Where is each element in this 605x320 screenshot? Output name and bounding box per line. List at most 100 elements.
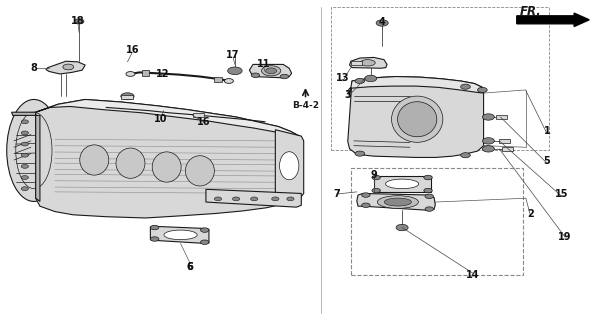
Polygon shape xyxy=(249,64,292,78)
Ellipse shape xyxy=(425,207,434,211)
Ellipse shape xyxy=(250,197,258,201)
Text: 4: 4 xyxy=(379,17,385,27)
FancyArrow shape xyxy=(517,13,589,27)
Ellipse shape xyxy=(116,148,145,178)
Ellipse shape xyxy=(482,114,494,120)
Ellipse shape xyxy=(372,175,381,180)
Bar xyxy=(214,77,221,82)
Ellipse shape xyxy=(152,152,181,182)
Ellipse shape xyxy=(355,151,365,156)
Polygon shape xyxy=(206,189,301,207)
Ellipse shape xyxy=(214,197,221,201)
Text: 2: 2 xyxy=(528,209,534,219)
Ellipse shape xyxy=(372,188,381,193)
Text: 12: 12 xyxy=(155,69,169,79)
Ellipse shape xyxy=(21,120,28,124)
Ellipse shape xyxy=(21,142,28,146)
Bar xyxy=(495,115,506,119)
Polygon shape xyxy=(275,130,304,200)
Text: FR.: FR. xyxy=(520,5,541,18)
Ellipse shape xyxy=(424,188,433,193)
Ellipse shape xyxy=(360,60,375,66)
Bar xyxy=(351,168,523,275)
Ellipse shape xyxy=(384,198,411,206)
Bar xyxy=(332,7,549,150)
Text: 16: 16 xyxy=(125,45,139,55)
Ellipse shape xyxy=(251,73,260,77)
Ellipse shape xyxy=(74,19,84,24)
Bar xyxy=(502,147,512,151)
Ellipse shape xyxy=(355,78,365,84)
Bar xyxy=(374,176,431,192)
Ellipse shape xyxy=(266,68,276,74)
Text: 9: 9 xyxy=(370,170,377,180)
Ellipse shape xyxy=(391,96,443,142)
Ellipse shape xyxy=(376,20,388,26)
Polygon shape xyxy=(348,76,483,157)
Polygon shape xyxy=(350,57,387,68)
Polygon shape xyxy=(151,226,209,244)
Ellipse shape xyxy=(232,197,240,201)
Ellipse shape xyxy=(378,196,419,208)
Bar xyxy=(122,95,134,100)
Ellipse shape xyxy=(460,153,470,158)
Ellipse shape xyxy=(224,79,234,84)
Bar xyxy=(499,139,509,143)
Ellipse shape xyxy=(424,175,433,180)
Ellipse shape xyxy=(396,224,408,231)
Ellipse shape xyxy=(272,197,279,201)
Bar xyxy=(192,113,203,117)
Polygon shape xyxy=(36,100,299,218)
Ellipse shape xyxy=(185,156,214,186)
Ellipse shape xyxy=(385,179,419,189)
Ellipse shape xyxy=(362,203,370,207)
Polygon shape xyxy=(348,76,483,95)
Ellipse shape xyxy=(126,72,135,76)
Ellipse shape xyxy=(121,93,134,100)
Text: B-4-2: B-4-2 xyxy=(292,101,319,110)
Text: 15: 15 xyxy=(555,189,569,199)
Bar xyxy=(142,70,149,76)
Polygon shape xyxy=(46,61,85,74)
Text: 5: 5 xyxy=(543,156,551,166)
Polygon shape xyxy=(11,112,40,201)
Ellipse shape xyxy=(397,102,437,137)
Ellipse shape xyxy=(477,87,487,92)
Polygon shape xyxy=(36,100,299,136)
Text: 13: 13 xyxy=(336,73,350,84)
Ellipse shape xyxy=(21,153,28,157)
Ellipse shape xyxy=(482,146,494,152)
Ellipse shape xyxy=(362,193,370,197)
Ellipse shape xyxy=(460,84,470,89)
Ellipse shape xyxy=(21,187,28,191)
Text: 18: 18 xyxy=(71,16,85,27)
Ellipse shape xyxy=(261,66,281,76)
Ellipse shape xyxy=(280,152,299,180)
Ellipse shape xyxy=(7,100,61,201)
Ellipse shape xyxy=(200,240,209,244)
Ellipse shape xyxy=(287,197,294,201)
Text: 14: 14 xyxy=(466,270,480,280)
Ellipse shape xyxy=(200,228,209,232)
Ellipse shape xyxy=(227,67,242,75)
Ellipse shape xyxy=(151,225,159,230)
Ellipse shape xyxy=(280,74,289,79)
Text: 17: 17 xyxy=(226,50,240,60)
Text: 19: 19 xyxy=(558,232,572,242)
Bar xyxy=(351,61,362,65)
Ellipse shape xyxy=(21,131,28,135)
Ellipse shape xyxy=(80,145,109,175)
Text: 11: 11 xyxy=(257,60,270,69)
Ellipse shape xyxy=(425,194,434,198)
Ellipse shape xyxy=(482,138,494,144)
Text: 6: 6 xyxy=(187,262,194,272)
Ellipse shape xyxy=(164,230,197,240)
Text: 6: 6 xyxy=(187,262,194,272)
Polygon shape xyxy=(357,194,435,210)
Text: 1: 1 xyxy=(543,126,551,136)
Ellipse shape xyxy=(151,237,159,241)
Ellipse shape xyxy=(63,64,74,70)
Ellipse shape xyxy=(365,75,377,82)
Ellipse shape xyxy=(21,164,28,168)
Text: 7: 7 xyxy=(333,189,339,199)
